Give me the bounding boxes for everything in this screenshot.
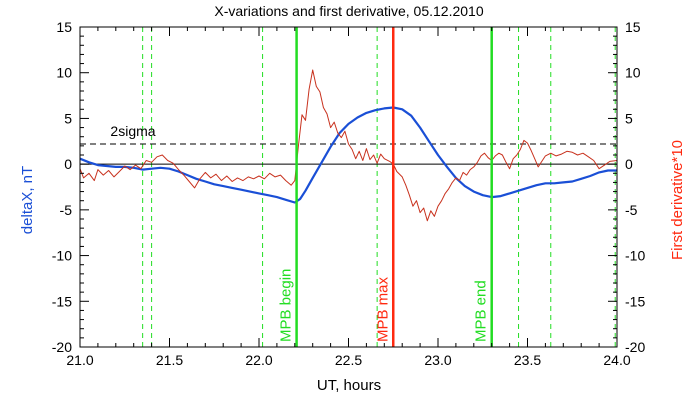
y-tick-label-right: 15 (625, 19, 641, 35)
x-tick-label: 22.0 (245, 352, 272, 368)
x-tick-label: 23.0 (424, 352, 451, 368)
y-tick-label-right: -10 (625, 248, 645, 264)
x-tick-label: 21.0 (66, 352, 93, 368)
y-tick-label-right: 10 (625, 65, 641, 81)
chart-title: X-variations and first derivative, 05.12… (214, 3, 483, 19)
y-tick-label-left: -15 (52, 293, 72, 309)
x-axis-label: UT, hours (317, 377, 381, 394)
series-line-derivative (79, 69, 618, 222)
x-tick-label: 23.5 (514, 352, 541, 368)
y-axis-label-left: deltaX, nT (19, 166, 36, 234)
x-tick-label: 21.5 (156, 352, 183, 368)
y-tick-label-left: 5 (64, 110, 72, 126)
y-tick-label-left: -20 (52, 339, 72, 355)
plot-frame (79, 26, 618, 348)
y-tick-label-left: 0 (64, 156, 72, 172)
y-tick-label-left: -5 (60, 202, 73, 218)
x-tick-label: 24.0 (603, 352, 630, 368)
y-tick-label-left: 10 (56, 65, 72, 81)
marker-label-mpb-end: MPB end (473, 280, 490, 342)
y-tick-label-left: 15 (56, 19, 72, 35)
y-tick-label-left: -10 (52, 248, 72, 264)
y-tick-label-right: -5 (625, 202, 638, 218)
marker-label-mpb-max: MPB max (374, 276, 391, 342)
threshold-label: 2sigma (110, 123, 155, 139)
x-tick-label: 22.5 (335, 352, 362, 368)
series-line-deltax (79, 106, 617, 204)
plot-area: 2sigma MPB begin MPB max MPB end 21.0 21.5 22.… (52, 19, 646, 368)
y-tick-label-right: 5 (625, 110, 633, 126)
y-tick-label-right: 0 (625, 156, 633, 172)
y-tick-label-right: -20 (625, 339, 645, 355)
marker-label-mpb-begin: MPB begin (278, 269, 295, 342)
y-tick-label-right: -15 (625, 293, 645, 309)
y-axis-label-right: First derivative*10 (669, 140, 686, 260)
